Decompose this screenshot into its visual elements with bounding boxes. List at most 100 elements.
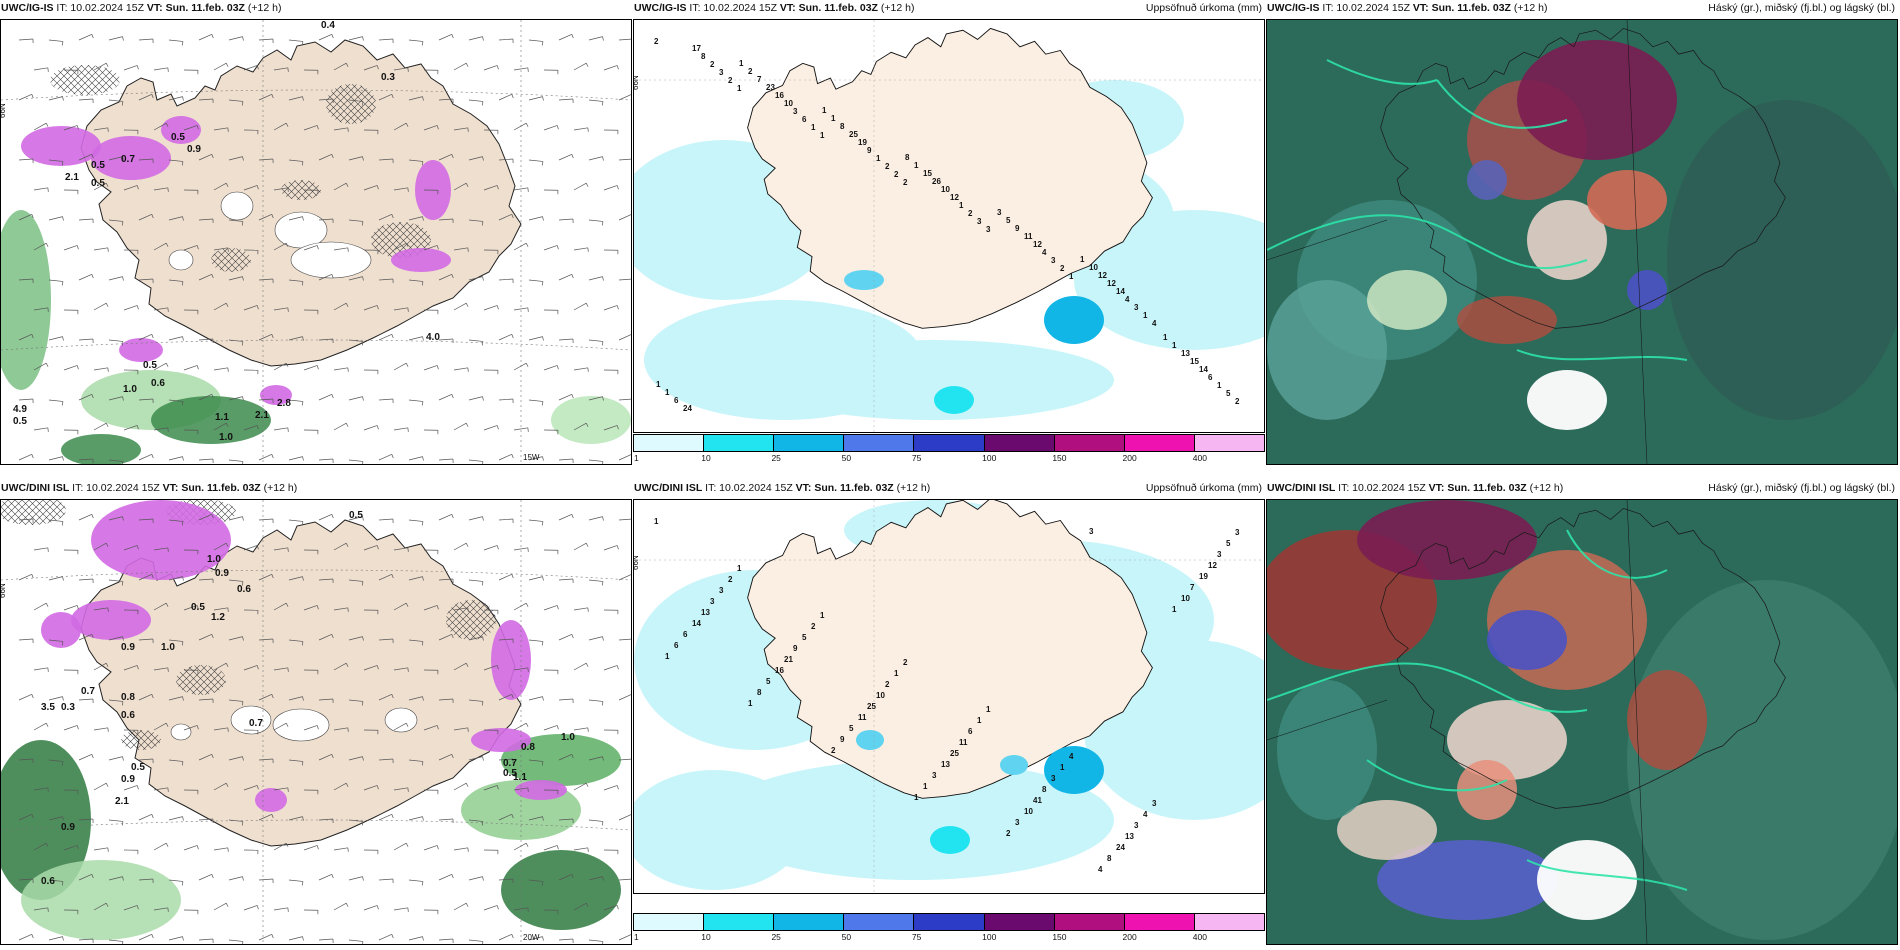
- map-precipitation[interactable]: 66N 2 1 1 2 3 1 4 2 2 1 2 3 2 1 5 3 6 2 2 3 3 1 2 3 1 1 4 4 6 8 10 9 12 12…: [633, 19, 1265, 433]
- wind-barb: [165, 723, 169, 727]
- wind-barb: [511, 454, 514, 459]
- valid-label: VT:: [779, 2, 796, 14]
- wind-barb: [62, 816, 64, 821]
- precip-value: 1: [665, 388, 670, 397]
- wind-barb: [258, 333, 272, 341]
- wind-barb: [196, 245, 199, 250]
- wind-barb: [183, 845, 198, 851]
- wind-barb: [543, 605, 558, 611]
- iceland-coastline: [747, 500, 1153, 799]
- wind-barb: [468, 579, 483, 582]
- wind-barb: [211, 874, 214, 879]
- precip-light: [714, 760, 1114, 880]
- wind-barb: [258, 878, 273, 881]
- wind-barb: [138, 693, 152, 701]
- wind-barb: [227, 247, 229, 252]
- wind-barb: [408, 279, 423, 282]
- snowfall-zone: [515, 780, 567, 800]
- wind-barb: [528, 879, 543, 882]
- wind-barb: [242, 36, 244, 41]
- wind-barb: [242, 156, 244, 161]
- precip-zone: [21, 860, 181, 940]
- precip-value: 3: [719, 68, 724, 77]
- wind-barb: [318, 938, 333, 941]
- wind-barb: [525, 843, 529, 847]
- wind-barb: [376, 65, 379, 70]
- wind-barb: [273, 427, 288, 431]
- wind-barb: [542, 96, 544, 101]
- colorbar-bin: [984, 914, 1055, 930]
- map-cloud-layers[interactable]: [1266, 499, 1898, 945]
- wind-barb: [482, 756, 484, 761]
- map-cloud-layers[interactable]: [1266, 19, 1898, 465]
- wind-barb: [47, 667, 49, 672]
- fronto-value: 0.8: [521, 742, 535, 753]
- panel-header: UWC/IG-IS IT: 10.02.2024 15Z VT: Sun. 11…: [633, 0, 1265, 17]
- cloud-blob: [1527, 370, 1607, 430]
- wind-barb: [182, 816, 184, 821]
- wind-barb: [62, 161, 64, 166]
- snowfall-zone: [391, 248, 451, 272]
- wind-barb: [198, 578, 213, 581]
- wind-barb: [316, 845, 319, 850]
- wind-barb: [347, 367, 349, 372]
- panel-variable-title: Háský (gr.), miðský (fj.bl.) og lágský (…: [1708, 482, 1895, 494]
- wind-barb: [63, 365, 78, 371]
- wind-barb: [467, 127, 469, 132]
- wind-barb: [362, 276, 364, 281]
- wind-barb: [287, 667, 289, 672]
- lon-label: 20W: [523, 933, 540, 942]
- colorbar-tick-label: 25: [771, 932, 781, 942]
- precip-heavy: [1044, 296, 1104, 344]
- wind-barb: [616, 905, 619, 910]
- lat-label: 66N: [634, 75, 640, 90]
- wind-barb: [258, 518, 273, 521]
- precip-value: 1: [1080, 255, 1085, 264]
- wind-barb: [167, 547, 169, 552]
- wind-barb: [513, 307, 528, 311]
- wind-barb: [302, 761, 304, 766]
- wind-barb: [378, 758, 393, 761]
- wind-barb: [271, 934, 274, 939]
- wind-barb: [62, 281, 64, 286]
- wind-barb: [571, 634, 574, 639]
- cloud-hatch: [50, 65, 120, 95]
- wind-barb: [391, 934, 394, 939]
- fronto-value: 0.6: [41, 876, 55, 887]
- wind-barb: [423, 125, 438, 131]
- wind-barb: [48, 759, 63, 762]
- precip-value: 26: [932, 177, 941, 186]
- wind-barb: [288, 816, 303, 821]
- wind-barb: [573, 607, 588, 611]
- wind-barb: [122, 516, 124, 521]
- wind-barb: [318, 153, 332, 161]
- wind-barb: [105, 663, 109, 667]
- wind-barb: [438, 98, 453, 101]
- wind-barb: [496, 905, 499, 910]
- precip-colorbar-labels: 1 10 25 50 75 100 150 200 400: [633, 932, 1265, 944]
- wind-barb: [571, 754, 574, 759]
- model-name: UWC/IG-IS: [634, 2, 687, 14]
- wind-barb: [108, 156, 123, 161]
- wind-barb: [303, 725, 318, 731]
- cloud-hatch: [1, 500, 66, 525]
- wind-barb: [618, 638, 631, 641]
- wind-barb: [542, 41, 544, 46]
- wind-barb: [33, 122, 47, 131]
- wind-barb: [558, 578, 573, 581]
- wind-barb: [228, 756, 243, 761]
- map-wind-cloud[interactable]: 66N 15W 0.4 0.3 0.5 0.9 0.7 0.5 2.1 0.5 4.0 0.5 0.6 1…: [0, 19, 632, 465]
- wind-barb: [198, 873, 212, 881]
- map-precipitation[interactable]: 66N 1 1 1 2 1 4 3 3 2 2 1 1 1 4 5 3 5 2 6 3 3 3 3 9 10 11 8 13 12 13 21…: [633, 499, 1265, 894]
- wind-barb: [242, 581, 244, 586]
- wind-barb: [273, 842, 287, 851]
- wind-barb: [408, 96, 423, 101]
- wind-barb: [362, 581, 364, 586]
- wind-barb: [165, 363, 169, 367]
- wind-barb: [498, 758, 513, 761]
- wind-barb: [616, 665, 619, 670]
- wind-barb: [528, 456, 543, 461]
- wind-barb: [467, 607, 469, 612]
- map-wind-cloud[interactable]: 66N 20W 0.5 1.0 0.9 0.6 0.5 1.2 0.9 1.0 0.8 0.7 3.5 0…: [0, 499, 632, 945]
- wind-barb: [438, 458, 453, 461]
